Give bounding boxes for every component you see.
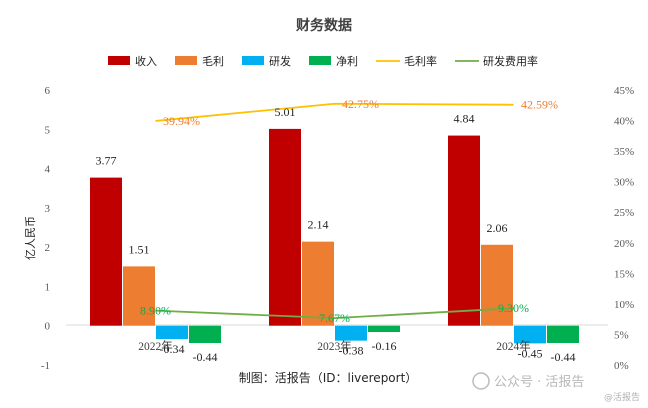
bar-value-label: 3.77	[96, 154, 117, 168]
left-tick-label: 0	[45, 321, 51, 333]
bar-value-label: 2.14	[308, 218, 329, 232]
bar-value-label: -0.44	[551, 350, 576, 364]
bars	[90, 128, 579, 344]
left-tick-label: 6	[45, 85, 51, 97]
legend-swatch	[309, 56, 331, 65]
bar-研发	[156, 325, 188, 340]
legend-label: 毛利率	[404, 54, 437, 68]
chart-title: 财务数据	[295, 17, 352, 34]
line-value-label: 42.75%	[342, 97, 379, 111]
legend-label: 毛利	[202, 55, 224, 68]
right-tick-label: 25%	[614, 207, 634, 219]
watermark-sub: @活报告	[604, 391, 640, 403]
line-value-label: 9.30%	[498, 301, 529, 315]
right-tick-label: 40%	[614, 116, 634, 128]
legend: 收入 毛利 研发 净利 毛利率 研发费用率	[108, 54, 538, 68]
right-tick-label: 20%	[614, 238, 634, 250]
left-tick-label: 2	[45, 242, 51, 254]
watermark-text: 公众号 · 活报告	[494, 375, 584, 390]
wechat-icon	[472, 372, 490, 390]
watermark: 公众号 · 活报告 @活报告	[472, 372, 640, 403]
left-tick-label: 3	[45, 203, 51, 215]
legend-label: 研发费用率	[483, 54, 538, 68]
y-axis-label: 亿人民币	[24, 216, 37, 260]
line-研发费用率	[155, 307, 514, 320]
category-label: 2024年	[496, 339, 531, 353]
bar-value-label: -0.16	[372, 339, 397, 353]
legend-label: 收入	[135, 54, 157, 68]
bar-value-label: 2.06	[487, 221, 508, 235]
right-tick-label: 10%	[614, 299, 634, 311]
bar-毛利	[123, 266, 155, 326]
line-value-label: 42.59%	[521, 98, 558, 112]
right-tick-label: 15%	[614, 268, 634, 280]
bar-value-label: 1.51	[129, 242, 150, 256]
footer-credit: 制图：活报告（ID：livereport）	[239, 370, 418, 385]
left-tick-label: 5	[45, 124, 51, 136]
left-tick-label: 4	[45, 164, 51, 176]
left-axis: -1 0 1 2 3 4 5 6	[41, 85, 51, 372]
line-value-label: 8.90%	[140, 304, 171, 318]
right-tick-label: 5%	[614, 329, 629, 341]
bar-研发	[514, 325, 546, 344]
legend-swatch	[108, 56, 130, 65]
legend-label: 净利	[336, 54, 358, 68]
right-tick-label: 0%	[614, 360, 629, 372]
bar-收入	[90, 177, 122, 326]
bar-value-label: 5.01	[275, 105, 296, 119]
bar-净利	[189, 325, 221, 343]
line-series	[155, 102, 514, 320]
bar-收入	[448, 135, 480, 326]
bar-value-label: -0.44	[193, 350, 218, 364]
bar-value-label: -0.45	[518, 346, 543, 360]
bar-value-label: 4.84	[454, 112, 475, 126]
bar-value-label: -0.38	[339, 344, 364, 358]
bar-毛利	[302, 241, 334, 326]
left-tick-label: -1	[41, 360, 50, 372]
right-axis: 0% 5% 10% 15% 20% 25% 30% 35% 40% 45%	[614, 85, 634, 372]
right-tick-label: 35%	[614, 146, 634, 158]
category-label: 2023年	[317, 339, 352, 353]
line-毛利率	[155, 102, 514, 122]
bar-净利	[368, 325, 400, 332]
data-labels: 3.775.01 4.841.512.14 2.06-0.34 -0.38 -0.45-…	[96, 97, 576, 364]
bar-value-label: -0.34	[160, 342, 185, 356]
legend-swatch	[242, 56, 264, 65]
bar-毛利	[481, 244, 513, 326]
category-labels: 2022年 2023年 2024年	[138, 339, 531, 353]
right-tick-label: 45%	[614, 85, 634, 97]
right-tick-label: 30%	[614, 177, 634, 189]
left-tick-label: 1	[45, 281, 51, 293]
bar-净利	[547, 325, 579, 343]
category-label: 2022年	[138, 339, 173, 353]
legend-swatch	[175, 56, 197, 65]
line-value-label: 7.67%	[319, 311, 350, 325]
legend-label: 研发	[269, 54, 291, 68]
bar-收入	[269, 128, 301, 326]
line-value-label: 39.94%	[163, 114, 200, 128]
bar-研发	[335, 325, 367, 341]
